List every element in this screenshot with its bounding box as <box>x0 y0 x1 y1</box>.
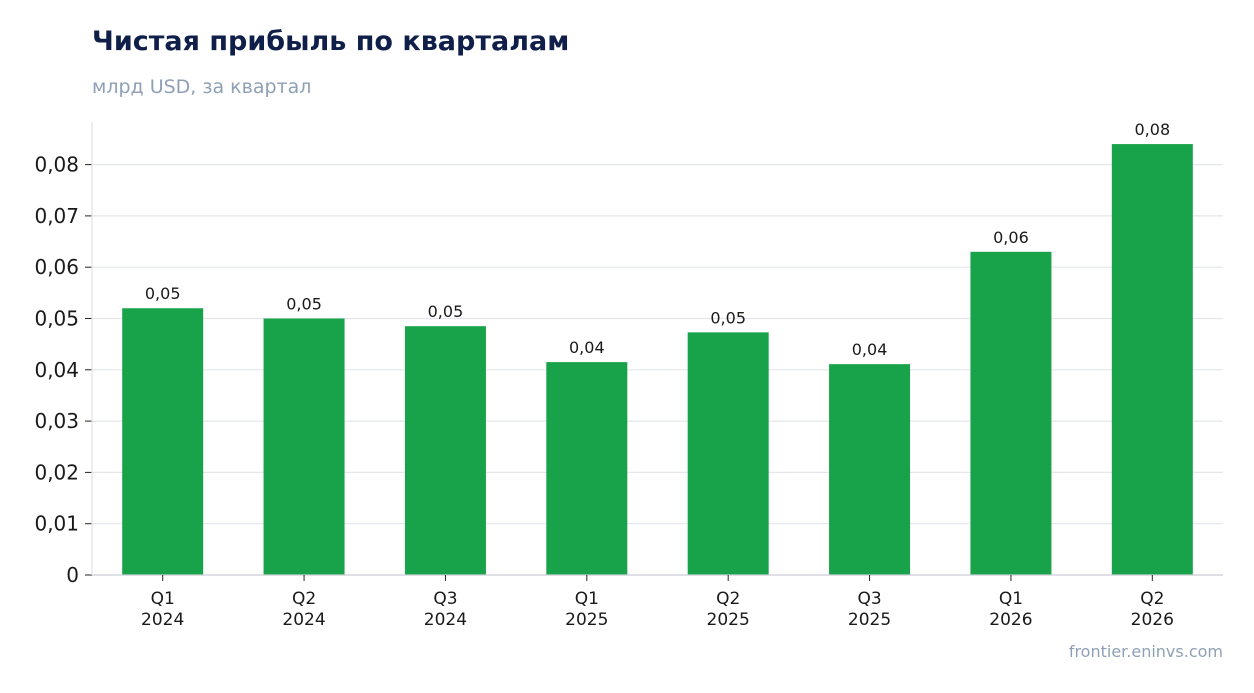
chart-subtitle: млрд USD, за квартал <box>92 76 312 98</box>
x-tick-label-quarter: Q1 <box>151 589 175 609</box>
bar-value-label: 0,05 <box>428 302 464 321</box>
x-tick-label-year: 2025 <box>707 610 750 630</box>
bar <box>122 308 204 575</box>
x-tick-label-year: 2024 <box>424 610 467 630</box>
bar <box>263 318 345 575</box>
y-tick-label: 0,05 <box>34 307 79 331</box>
y-tick-label: 0,06 <box>34 255 79 279</box>
axes: 00,010,020,030,040,050,060,070,08Q12024Q… <box>34 122 1223 630</box>
x-tick-label-year: 2025 <box>848 610 891 630</box>
x-tick-label-year: 2025 <box>565 610 608 630</box>
y-tick-label: 0 <box>66 563 79 587</box>
bar <box>404 326 486 575</box>
y-tick-label: 0,02 <box>34 460 79 484</box>
chart-title: Чистая прибыль по кварталам <box>92 26 570 57</box>
bar <box>1111 144 1193 575</box>
bar <box>829 364 911 575</box>
x-tick-label-year: 2024 <box>282 610 325 630</box>
y-tick-label: 0,03 <box>34 409 79 433</box>
bar-value-label: 0,05 <box>286 295 322 314</box>
bar-value-label: 0,04 <box>569 338 605 357</box>
bars <box>122 144 1193 575</box>
bar <box>546 362 628 575</box>
data-labels: 0,05 0,05 0,05 0,04 0,05 0,04 0,06 0,08 <box>145 120 1170 359</box>
bar <box>687 332 769 575</box>
grid-lines <box>92 164 1223 525</box>
bar-value-label: 0,05 <box>710 308 746 327</box>
bar-value-label: 0,05 <box>145 284 181 303</box>
x-tick-label-quarter: Q2 <box>1140 589 1164 609</box>
y-tick-label: 0,01 <box>34 512 79 536</box>
x-tick-label-year: 2026 <box>1131 610 1174 630</box>
y-tick-label: 0,04 <box>34 358 79 382</box>
bar-value-label: 0,06 <box>993 228 1029 247</box>
bar-value-label: 0,04 <box>852 340 888 359</box>
bar-value-label: 0,08 <box>1135 120 1171 139</box>
y-tick-label: 0,08 <box>34 153 79 177</box>
x-tick-label-year: 2024 <box>141 610 184 630</box>
source-watermark: frontier.eninvs.com <box>1068 642 1223 661</box>
x-tick-label-quarter: Q2 <box>716 589 740 609</box>
x-tick-label-quarter: Q1 <box>999 589 1023 609</box>
x-tick-label-quarter: Q3 <box>433 589 457 609</box>
bar <box>970 251 1052 575</box>
x-tick-label-quarter: Q1 <box>575 589 599 609</box>
y-tick-label: 0,07 <box>34 204 79 228</box>
x-tick-label-quarter: Q3 <box>857 589 881 609</box>
x-tick-label-year: 2026 <box>989 610 1032 630</box>
x-tick-label-quarter: Q2 <box>292 589 316 609</box>
